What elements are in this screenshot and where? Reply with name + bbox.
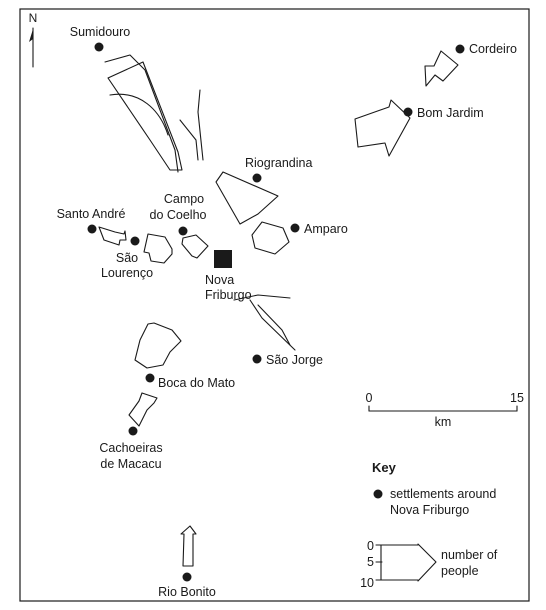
- rivers: [104, 54, 296, 351]
- label-sao-lourenco-1: São: [116, 251, 138, 265]
- key-arrow-icon: [381, 543, 437, 582]
- label-cachoeiras-1: Cachoeiras: [99, 441, 162, 455]
- label-sao-lourenco-2: Lourenço: [101, 266, 153, 280]
- label-cordeiro: Cordeiro: [469, 42, 517, 56]
- label-riograndina: Riograndina: [245, 156, 312, 170]
- dot-cordeiro: [455, 44, 465, 54]
- key-settlement-label-2: Nova Friburgo: [390, 503, 469, 517]
- dot-amparo: [290, 223, 300, 233]
- label-campo-do-coelho-2: do Coelho: [150, 208, 207, 222]
- arrow-campo-do-coelho: [181, 234, 209, 259]
- dot-rio-bonito: [182, 572, 192, 582]
- key-tick-10: 10: [360, 576, 374, 590]
- migration-arrows: [98, 50, 459, 567]
- key-settlement-dot: [373, 489, 383, 499]
- dot-bom-jardim: [403, 107, 413, 117]
- arrow-bom-jardim: [354, 99, 411, 157]
- arrow-rio-bonito: [180, 525, 197, 567]
- dot-sao-lourenco: [130, 236, 140, 246]
- label-santo-andre: Santo André: [57, 207, 126, 221]
- label-sao-jorge: São Jorge: [266, 353, 323, 367]
- label-boca-do-mato: Boca do Mato: [158, 376, 235, 390]
- arrow-boca-do-mato: [134, 322, 182, 369]
- arrow-riograndina: [215, 171, 279, 225]
- label-nova-friburgo-1: Nova: [205, 273, 234, 287]
- dot-santo-andre: [87, 224, 97, 234]
- arrow-sumidouro: [107, 61, 183, 171]
- key-arrow-label-2: people: [441, 564, 479, 578]
- label-bom-jardim: Bom Jardim: [417, 106, 484, 120]
- dot-sumidouro: [94, 42, 104, 52]
- scale-start: 0: [366, 391, 373, 405]
- scale-bar: 0 15 km: [366, 391, 524, 429]
- label-cachoeiras-2: de Macacu: [100, 457, 161, 471]
- key-tick-0: 0: [367, 539, 374, 553]
- scale-unit: km: [435, 415, 452, 429]
- dot-sao-jorge: [252, 354, 262, 364]
- nova-friburgo-marker: [214, 250, 232, 268]
- arrow-sao-lourenco: [143, 233, 173, 264]
- label-sumidouro: Sumidouro: [70, 25, 130, 39]
- key-settlement-label-1: settlements around: [390, 487, 496, 501]
- north-label: N: [29, 11, 38, 25]
- dot-campo-do-coelho: [178, 226, 188, 236]
- arrow-cordeiro: [424, 50, 459, 87]
- dot-cachoeiras: [128, 426, 138, 436]
- settlements-layer: Sumidouro Cordeiro Bom Jardim Riograndin…: [57, 25, 517, 599]
- label-campo-do-coelho-1: Campo: [164, 192, 204, 206]
- arrow-amparo: [251, 221, 290, 255]
- arrow-santo-andre: [98, 226, 127, 246]
- label-amparo: Amparo: [304, 222, 348, 236]
- dot-boca-do-mato: [145, 373, 155, 383]
- north-arrow-icon: N: [29, 11, 38, 68]
- dot-riograndina: [252, 173, 262, 183]
- key-title: Key: [372, 460, 397, 475]
- label-rio-bonito: Rio Bonito: [158, 585, 216, 599]
- arrow-cachoeiras: [128, 392, 158, 427]
- key-tick-5: 5: [367, 555, 374, 569]
- label-nova-friburgo-2: Friburgo: [205, 288, 252, 302]
- key-arrow-label-1: number of: [441, 548, 498, 562]
- map-frame: [19, 8, 530, 602]
- scale-end: 15: [510, 391, 524, 405]
- map-key: Key settlements around Nova Friburgo 0 5…: [360, 460, 498, 590]
